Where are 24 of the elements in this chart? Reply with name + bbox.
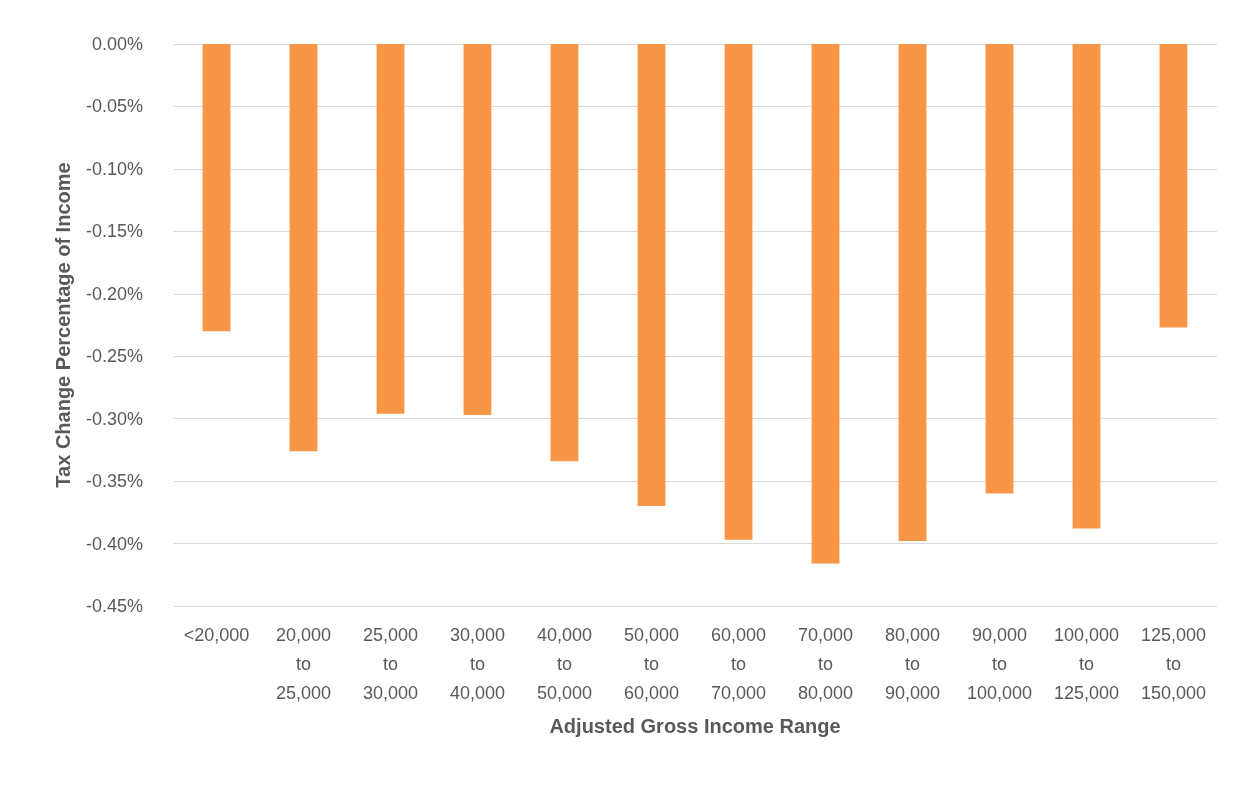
x-tick-label: 125,000 to 150,000 xyxy=(1140,624,1207,703)
x-tick-label: 70,000 to 80,000 xyxy=(797,624,854,703)
y-axis-title: Tax Change Percentage of Income xyxy=(52,162,74,488)
y-tick-label: -0.30% xyxy=(85,408,143,429)
y-tick-label: -0.05% xyxy=(85,96,143,117)
y-tick-label: -0.25% xyxy=(85,346,143,367)
y-tick-label: -0.35% xyxy=(85,471,143,492)
x-tick-label: 80,000 to 90,000 xyxy=(884,624,941,703)
x-tick-label: 100,000 to 125,000 xyxy=(1053,624,1120,703)
y-tick-label: -0.20% xyxy=(85,283,143,304)
x-tick-label: <20,000 xyxy=(183,624,250,645)
y-tick-label: 0.00% xyxy=(91,34,143,54)
x-tick-label: 60,000 to 70,000 xyxy=(710,624,767,703)
x-axis-title: Adjusted Gross Income Range xyxy=(549,715,841,737)
x-tick-label: 50,000 to 60,000 xyxy=(623,624,680,703)
x-tick-label: 40,000 to 50,000 xyxy=(536,624,593,703)
y-tick-label: -0.10% xyxy=(85,158,143,179)
y-tick-label: -0.40% xyxy=(85,533,143,554)
x-tick-label: 25,000 to 30,000 xyxy=(362,624,419,703)
y-tick-label: -0.45% xyxy=(85,596,143,616)
x-tick-label: 30,000 to 40,000 xyxy=(449,624,506,703)
x-tick-label: 90,000 to 100,000 xyxy=(966,624,1033,703)
y-tick-label: -0.15% xyxy=(85,221,143,242)
x-tick-label: 20,000 to 25,000 xyxy=(275,624,332,703)
